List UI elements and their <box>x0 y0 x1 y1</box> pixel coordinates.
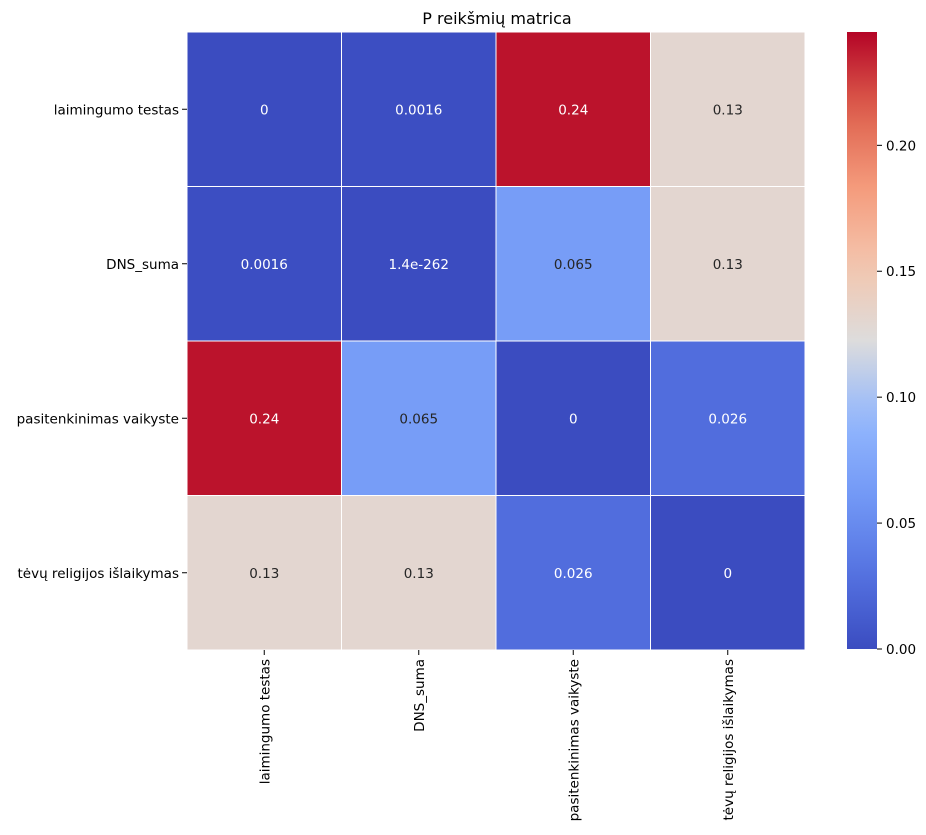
cell-label: 0.0016 <box>395 102 442 118</box>
cell-label: 0.13 <box>713 102 743 118</box>
y-tick-label: laimingumo testas <box>54 102 179 118</box>
colorbar-gradient <box>847 32 877 649</box>
cell-label: 0.026 <box>708 411 747 427</box>
cell-label: 0.13 <box>713 257 743 273</box>
y-axis: laimingumo testas DNS_suma pasitenkinimas … <box>17 102 187 582</box>
cell-label: 1.4e-262 <box>389 257 449 273</box>
cell-label: 0.13 <box>249 566 279 582</box>
cell-label: 0 <box>260 102 269 118</box>
x-tick-label: tėvų religijos išlaikymas <box>721 659 737 821</box>
heatmap-cell <box>186 495 342 651</box>
cell-label: 0.0016 <box>241 257 288 273</box>
cell-label: 0.24 <box>558 102 588 118</box>
heatmap-cell <box>341 340 497 496</box>
cell-label: 0.24 <box>249 411 279 427</box>
colorbar-tick-label: 0.00 <box>886 642 916 658</box>
cell-label: 0 <box>569 411 578 427</box>
x-tick-label: laimingumo testas <box>257 659 273 784</box>
x-tick-label: pasitenkinimas vaikyste <box>566 659 582 821</box>
heatmap-cell <box>650 31 806 187</box>
heatmap-cell <box>495 495 651 651</box>
colorbar-tick-label: 0.10 <box>886 390 916 406</box>
chart-title: P reikšmių matrica <box>422 9 571 28</box>
heatmap-cell <box>650 340 806 496</box>
heatmap-cell <box>186 186 342 342</box>
heatmap-cells <box>186 31 806 651</box>
heatmap-cell <box>186 31 342 187</box>
cell-label: 0.13 <box>404 566 434 582</box>
y-tick-label: DNS_suma <box>106 257 179 273</box>
x-axis: laimingumo testas DNS_suma pasitenkinimas … <box>257 650 737 821</box>
heatmap-cell <box>650 186 806 342</box>
cell-label: 0 <box>723 566 732 582</box>
colorbar-tick-label: 0.05 <box>886 516 916 532</box>
cell-label: 0.065 <box>399 411 438 427</box>
colorbar: 0.00 0.05 0.10 0.15 0.20 <box>847 32 916 658</box>
colorbar-tick-label: 0.15 <box>886 264 916 280</box>
heatmap-cell <box>495 186 651 342</box>
heatmap-cell <box>650 495 806 651</box>
heatmap-cell <box>495 31 651 187</box>
cell-label: 0.065 <box>554 257 593 273</box>
cell-label: 0.026 <box>554 566 593 582</box>
y-tick-label: tėvų religijos išlaikymas <box>18 566 180 582</box>
heatmap-cell <box>341 31 497 187</box>
colorbar-tick-label: 0.20 <box>886 138 916 154</box>
heatmap-cell <box>341 495 497 651</box>
y-tick-label: pasitenkinimas vaikyste <box>17 411 179 427</box>
heatmap-cell-labels: 0 0.0016 0.24 0.13 0.0016 1.4e-262 0.065 0.13 0.… <box>241 102 747 582</box>
heatmap-cell <box>341 186 497 342</box>
x-tick-label: DNS_suma <box>412 659 428 732</box>
